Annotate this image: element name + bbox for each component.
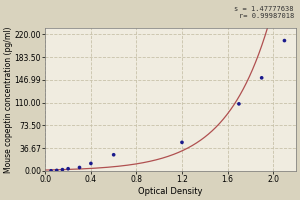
Point — [180, 141, 184, 144]
Point — [77, 166, 82, 169]
Point — [111, 153, 116, 156]
Point — [54, 169, 59, 172]
Point — [282, 39, 287, 42]
X-axis label: Optical Density: Optical Density — [138, 187, 203, 196]
Point — [49, 169, 53, 172]
Point — [60, 168, 65, 171]
Point — [259, 76, 264, 79]
Point — [66, 167, 70, 170]
Y-axis label: Mouse copeptin concentration (pg/ml): Mouse copeptin concentration (pg/ml) — [4, 26, 13, 173]
Point — [88, 162, 93, 165]
Text: s = 1.47777638
r= 0.99987018: s = 1.47777638 r= 0.99987018 — [235, 6, 294, 19]
Point — [236, 102, 241, 105]
